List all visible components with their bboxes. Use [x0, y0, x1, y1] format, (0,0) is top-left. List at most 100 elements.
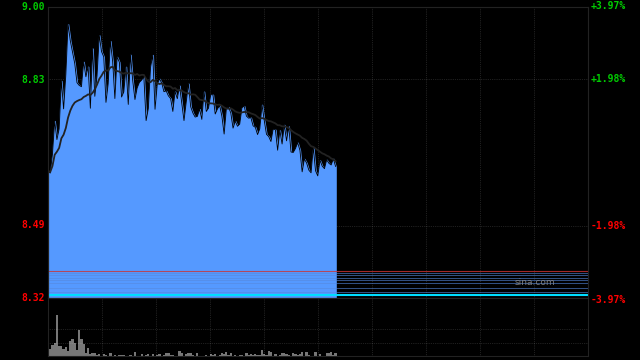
Text: +1.98%: +1.98%: [590, 74, 625, 84]
Bar: [250, 355, 252, 356]
Bar: [84, 353, 87, 356]
Bar: [102, 354, 105, 356]
Bar: [147, 355, 149, 356]
Bar: [330, 352, 332, 356]
Bar: [189, 353, 192, 356]
Bar: [72, 339, 74, 356]
Bar: [76, 350, 78, 356]
Bar: [279, 355, 281, 356]
Bar: [93, 353, 96, 356]
Bar: [141, 354, 143, 356]
Bar: [123, 355, 125, 356]
Bar: [223, 354, 225, 356]
Bar: [285, 354, 287, 356]
Bar: [74, 343, 76, 356]
Bar: [192, 355, 194, 356]
Bar: [163, 355, 165, 356]
Bar: [78, 329, 81, 356]
Bar: [58, 346, 60, 356]
Bar: [60, 346, 63, 356]
Bar: [225, 352, 227, 356]
Bar: [152, 355, 154, 356]
Bar: [156, 355, 158, 356]
Bar: [185, 355, 188, 356]
Bar: [292, 353, 294, 356]
Bar: [89, 354, 92, 356]
Bar: [257, 355, 259, 356]
Bar: [218, 355, 221, 356]
Bar: [305, 352, 308, 356]
Bar: [134, 352, 136, 356]
Bar: [245, 353, 248, 356]
Bar: [287, 355, 290, 356]
Text: +3.97%: +3.97%: [590, 1, 625, 10]
Text: -3.97%: -3.97%: [590, 295, 625, 305]
Bar: [105, 355, 107, 356]
Bar: [308, 355, 310, 356]
Bar: [98, 354, 100, 356]
Bar: [179, 351, 180, 356]
Bar: [109, 354, 111, 356]
Bar: [63, 349, 65, 356]
Bar: [118, 355, 120, 356]
Bar: [96, 355, 98, 356]
Bar: [261, 350, 263, 356]
Bar: [299, 354, 301, 356]
Bar: [284, 353, 285, 356]
Bar: [92, 352, 93, 356]
Bar: [268, 351, 270, 356]
Bar: [259, 355, 261, 356]
Bar: [212, 355, 214, 356]
Bar: [87, 348, 89, 356]
Text: -1.98%: -1.98%: [590, 221, 625, 231]
Bar: [301, 351, 303, 356]
Bar: [205, 355, 207, 356]
Bar: [210, 354, 212, 356]
Bar: [227, 355, 230, 356]
Bar: [180, 353, 183, 356]
Bar: [332, 355, 335, 356]
Bar: [239, 355, 241, 356]
Bar: [221, 353, 223, 356]
Bar: [47, 338, 49, 356]
Text: sina.com: sina.com: [515, 278, 556, 287]
Bar: [83, 344, 84, 356]
Text: 8.83: 8.83: [22, 75, 45, 85]
Bar: [263, 354, 266, 356]
Bar: [56, 315, 58, 356]
Bar: [188, 353, 189, 356]
Bar: [167, 354, 170, 356]
Bar: [81, 339, 83, 356]
Bar: [170, 355, 172, 356]
Bar: [129, 355, 132, 356]
Bar: [54, 343, 56, 356]
Bar: [241, 355, 243, 356]
Bar: [145, 355, 147, 356]
Bar: [51, 345, 54, 356]
Bar: [314, 352, 317, 356]
Bar: [69, 342, 72, 356]
Bar: [196, 353, 198, 356]
Bar: [248, 355, 250, 356]
Bar: [335, 353, 337, 356]
Bar: [319, 354, 321, 356]
Bar: [281, 354, 284, 356]
Bar: [270, 352, 272, 356]
Bar: [49, 349, 51, 356]
Bar: [252, 355, 254, 356]
Bar: [296, 355, 299, 356]
Bar: [230, 352, 232, 356]
Bar: [114, 355, 116, 356]
Bar: [165, 353, 167, 356]
Bar: [67, 351, 69, 356]
Bar: [266, 355, 268, 356]
Bar: [326, 353, 328, 356]
Bar: [234, 355, 236, 356]
Bar: [214, 354, 216, 356]
Bar: [275, 354, 276, 356]
Bar: [158, 354, 161, 356]
Bar: [328, 353, 330, 356]
Bar: [172, 355, 174, 356]
Text: 9.00: 9.00: [22, 2, 45, 12]
Bar: [120, 355, 123, 356]
